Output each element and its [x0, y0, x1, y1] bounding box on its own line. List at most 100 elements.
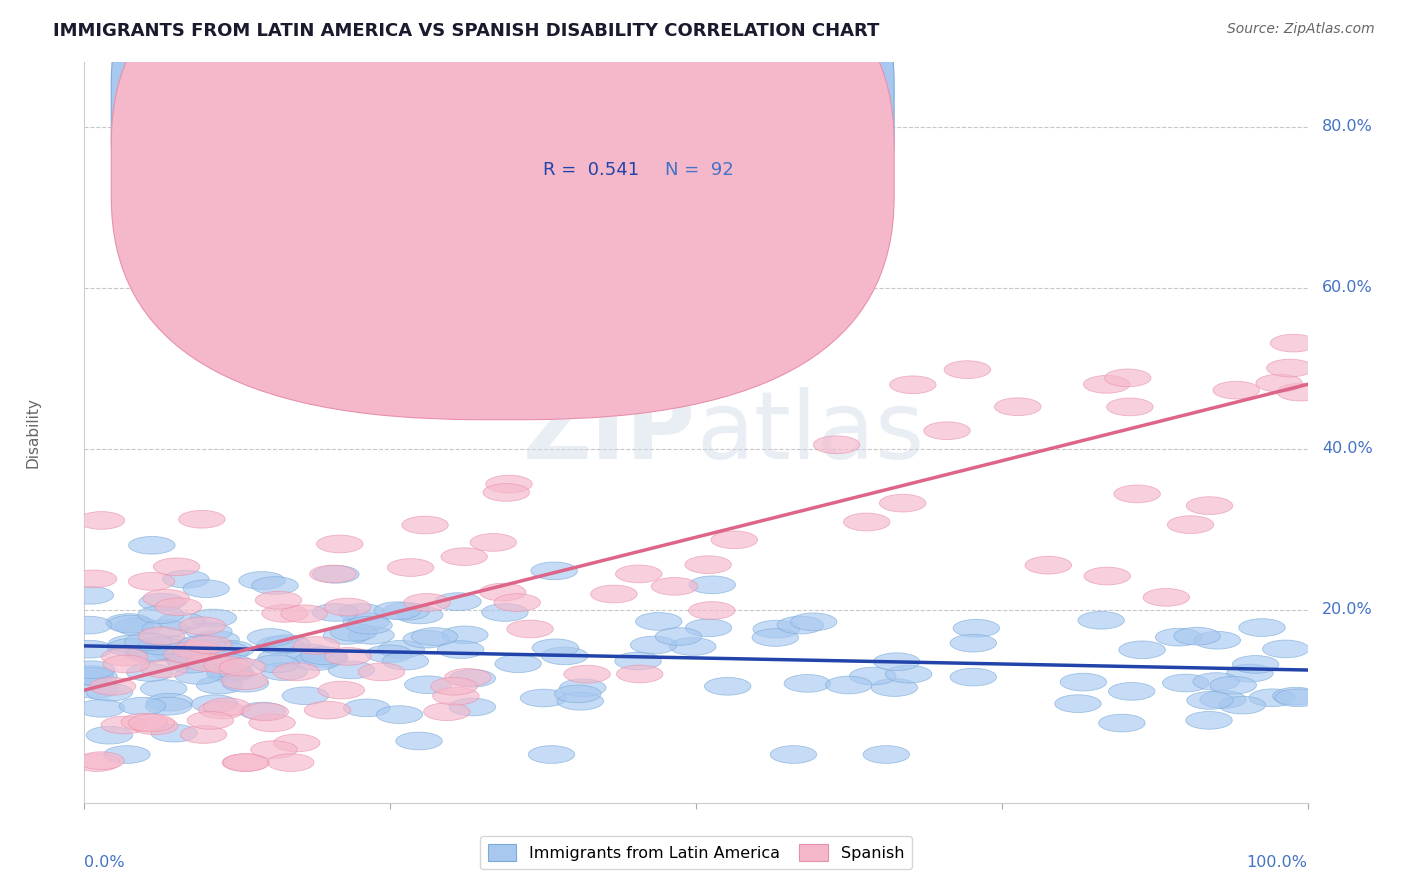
Ellipse shape: [70, 570, 117, 588]
Ellipse shape: [591, 585, 637, 603]
Ellipse shape: [994, 398, 1040, 416]
Ellipse shape: [437, 640, 484, 658]
Ellipse shape: [1084, 376, 1130, 393]
Ellipse shape: [197, 676, 243, 694]
Ellipse shape: [264, 635, 311, 653]
Ellipse shape: [208, 640, 254, 658]
Ellipse shape: [281, 605, 328, 623]
Ellipse shape: [105, 614, 152, 632]
Ellipse shape: [104, 746, 150, 764]
Ellipse shape: [77, 752, 124, 770]
Ellipse shape: [150, 724, 197, 742]
Ellipse shape: [636, 613, 682, 631]
Ellipse shape: [103, 655, 149, 673]
Ellipse shape: [1167, 516, 1213, 533]
Ellipse shape: [198, 701, 245, 719]
Ellipse shape: [190, 609, 236, 627]
Ellipse shape: [506, 620, 554, 638]
Ellipse shape: [107, 639, 155, 657]
Ellipse shape: [328, 661, 374, 679]
Ellipse shape: [155, 598, 201, 615]
Ellipse shape: [86, 683, 132, 701]
Ellipse shape: [412, 628, 458, 646]
Ellipse shape: [873, 653, 920, 671]
Text: atlas: atlas: [696, 386, 924, 479]
Ellipse shape: [689, 601, 735, 619]
Ellipse shape: [108, 635, 155, 653]
FancyBboxPatch shape: [457, 78, 782, 214]
Ellipse shape: [141, 660, 187, 678]
Ellipse shape: [711, 531, 758, 549]
Ellipse shape: [470, 533, 516, 551]
Ellipse shape: [494, 594, 540, 611]
Ellipse shape: [485, 475, 533, 493]
Ellipse shape: [179, 636, 225, 653]
Ellipse shape: [70, 667, 117, 685]
Ellipse shape: [441, 626, 488, 644]
Ellipse shape: [1211, 676, 1257, 694]
Ellipse shape: [685, 619, 731, 637]
Ellipse shape: [366, 645, 412, 663]
Ellipse shape: [224, 754, 270, 772]
Ellipse shape: [395, 732, 443, 750]
Ellipse shape: [404, 593, 450, 611]
Ellipse shape: [441, 548, 488, 566]
Ellipse shape: [101, 716, 148, 734]
Ellipse shape: [79, 512, 125, 529]
Ellipse shape: [669, 638, 716, 656]
Ellipse shape: [204, 657, 250, 674]
Legend: Immigrants from Latin America, Spanish: Immigrants from Latin America, Spanish: [479, 837, 912, 869]
Ellipse shape: [382, 652, 429, 670]
Ellipse shape: [73, 754, 120, 772]
Ellipse shape: [785, 674, 831, 692]
Text: 100.0%: 100.0%: [1247, 855, 1308, 870]
Ellipse shape: [434, 593, 481, 610]
Ellipse shape: [404, 631, 450, 648]
Ellipse shape: [252, 577, 298, 594]
Text: Disability: Disability: [25, 397, 41, 468]
Ellipse shape: [283, 687, 329, 705]
Ellipse shape: [145, 698, 191, 715]
Ellipse shape: [359, 663, 405, 681]
Ellipse shape: [312, 604, 359, 622]
Ellipse shape: [301, 647, 347, 665]
Ellipse shape: [339, 604, 385, 622]
Ellipse shape: [287, 644, 333, 662]
Ellipse shape: [378, 640, 425, 658]
Ellipse shape: [257, 636, 304, 654]
Ellipse shape: [146, 693, 193, 711]
Ellipse shape: [316, 535, 363, 553]
Ellipse shape: [1256, 375, 1302, 392]
Ellipse shape: [294, 637, 340, 655]
Ellipse shape: [260, 663, 308, 681]
Ellipse shape: [1275, 689, 1322, 706]
Ellipse shape: [142, 620, 188, 638]
Ellipse shape: [159, 613, 205, 631]
Ellipse shape: [444, 669, 491, 686]
Ellipse shape: [554, 685, 600, 703]
Ellipse shape: [1270, 334, 1317, 352]
Ellipse shape: [1084, 567, 1130, 585]
Ellipse shape: [655, 628, 702, 646]
Ellipse shape: [1199, 690, 1246, 708]
Ellipse shape: [128, 573, 174, 591]
Ellipse shape: [153, 558, 200, 575]
Ellipse shape: [616, 665, 664, 683]
Ellipse shape: [1107, 398, 1153, 416]
Ellipse shape: [557, 692, 603, 710]
Ellipse shape: [325, 648, 371, 665]
Ellipse shape: [101, 648, 148, 665]
Ellipse shape: [139, 593, 186, 611]
Ellipse shape: [495, 655, 541, 673]
Ellipse shape: [138, 637, 184, 655]
Ellipse shape: [1219, 697, 1265, 714]
Ellipse shape: [69, 661, 115, 679]
Ellipse shape: [396, 606, 443, 624]
Ellipse shape: [449, 669, 495, 687]
Ellipse shape: [1025, 557, 1071, 574]
Ellipse shape: [141, 680, 187, 698]
Ellipse shape: [402, 516, 449, 533]
Ellipse shape: [312, 566, 359, 583]
Ellipse shape: [86, 726, 132, 744]
Ellipse shape: [318, 681, 364, 699]
